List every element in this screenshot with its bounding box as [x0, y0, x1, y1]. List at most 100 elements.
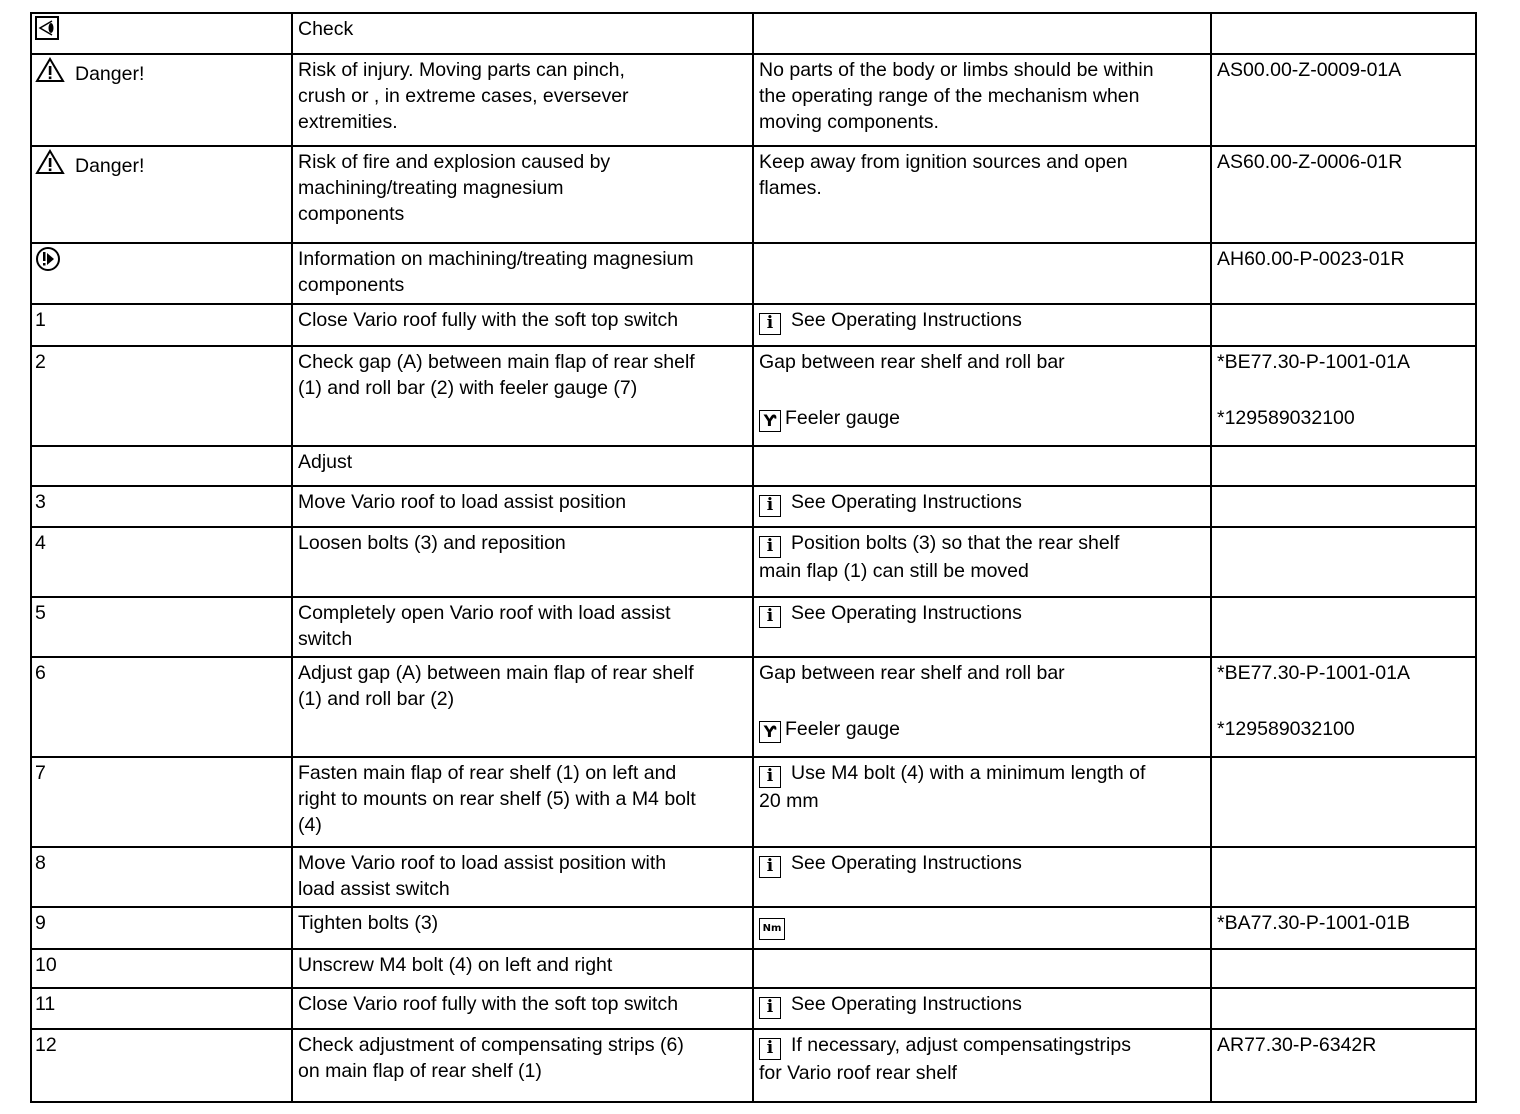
table-row: 1 Close Vario roof fully with the soft to…	[30, 303, 1477, 347]
tool-text: Feeler gauge	[785, 718, 900, 740]
description-text: Move Vario roof to load assist position …	[298, 852, 667, 900]
info-icon: i	[759, 606, 781, 628]
info-icon: i	[759, 997, 781, 1019]
description-text: Adjust	[298, 451, 353, 473]
reference-cell	[1210, 485, 1477, 528]
description-cell: Risk of injury. Moving parts can pinch, …	[291, 53, 754, 147]
note-text: Use M4 bolt (4) with a minimum length of…	[759, 762, 1146, 812]
reference-cell: AS60.00-Z-0006-01R	[1210, 145, 1477, 244]
description-cell: Check gap (A) between main flap of rear …	[291, 345, 754, 447]
procedure-table: Check Danger! Risk of injury. Moving parts…	[30, 12, 1477, 1103]
note-text: Keep away from ignition sources and open…	[759, 151, 1128, 199]
note-text: See Operating Instructions	[791, 602, 1022, 624]
description-cell: Unscrew M4 bolt (4) on left and right	[291, 948, 754, 989]
description-text: Check	[298, 18, 354, 40]
reference-cell	[1210, 596, 1477, 658]
description-cell: Adjust gap (A) between main flap of rear…	[291, 656, 754, 758]
description-cell: Adjust	[291, 445, 754, 487]
note-cell	[752, 242, 1212, 305]
reference-link[interactable]: AH60.00-P-0023-01R	[1217, 248, 1405, 270]
description-cell: Fasten main flap of rear shelf (1) on le…	[291, 756, 754, 848]
step-cell	[30, 242, 293, 305]
step-cell: 3	[30, 485, 293, 528]
note-cell: Nm	[752, 906, 1212, 950]
part-number: *129589032100	[1217, 407, 1355, 429]
info-icon: i	[759, 766, 781, 788]
note-cell: i If necessary, adjust compensatingstrips…	[752, 1028, 1212, 1103]
step-number: 11	[35, 993, 56, 1015]
reference-cell: *BE77.30-P-1001-01A *129589032100	[1210, 656, 1477, 758]
description-cell: Close Vario roof fully with the soft top…	[291, 987, 754, 1030]
description-cell: Check	[291, 12, 754, 55]
description-text: Adjust gap (A) between main flap of rear…	[298, 662, 694, 710]
description-cell: Close Vario roof fully with the soft top…	[291, 303, 754, 347]
description-text: Risk of injury. Moving parts can pinch, …	[298, 59, 629, 133]
step-cell: Danger!	[30, 53, 293, 147]
table-row: Danger! Risk of fire and explosion caused…	[30, 145, 1477, 244]
reference-link[interactable]: AS00.00-Z-0009-01A	[1217, 59, 1402, 81]
table-row: Check	[30, 12, 1477, 55]
step-number: 8	[35, 852, 46, 874]
description-cell: Tighten bolts (3)	[291, 906, 754, 950]
tool-line: Ƴ Feeler gauge	[759, 405, 1205, 432]
description-text: Fasten main flap of rear shelf (1) on le…	[298, 762, 696, 836]
description-cell: Completely open Vario roof with load ass…	[291, 596, 754, 658]
description-cell: Risk of fire and explosion caused by mac…	[291, 145, 754, 244]
reference-link[interactable]: *BE77.30-P-1001-01A	[1217, 351, 1410, 373]
hazard-label: Danger!	[75, 155, 145, 177]
table-row: 2 Check gap (A) between main flap of rear…	[30, 345, 1477, 447]
description-text: Check gap (A) between main flap of rear …	[298, 351, 695, 399]
description-text: Check adjustment of compensating strips …	[298, 1034, 684, 1082]
reference-link[interactable]: AS60.00-Z-0006-01R	[1217, 151, 1403, 173]
description-text: Completely open Vario roof with load ass…	[298, 602, 671, 650]
note-text: See Operating Instructions	[791, 309, 1022, 331]
step-cell	[30, 445, 293, 487]
description-cell: Check adjustment of compensating strips …	[291, 1028, 754, 1103]
note-text: No parts of the body or limbs should be …	[759, 59, 1154, 133]
description-cell: Information on machining/treating magnes…	[291, 242, 754, 305]
info-circle-icon	[35, 246, 61, 279]
step-number: 4	[35, 532, 46, 554]
table-row: 8 Move Vario roof to load assist position…	[30, 846, 1477, 908]
note-cell: i See Operating Instructions	[752, 303, 1212, 347]
reference-cell: *BE77.30-P-1001-01A *129589032100	[1210, 345, 1477, 447]
description-text: Loosen bolts (3) and reposition	[298, 532, 566, 554]
note-cell: i See Operating Instructions	[752, 846, 1212, 908]
note-cell: i See Operating Instructions	[752, 485, 1212, 528]
reference-link[interactable]: AR77.30-P-6342R	[1217, 1034, 1377, 1056]
eye-check-icon	[35, 16, 59, 47]
reference-cell: AS00.00-Z-0009-01A	[1210, 53, 1477, 147]
reference-cell	[1210, 987, 1477, 1030]
note-text: Gap between rear shelf and roll bar	[759, 351, 1065, 373]
tool-text: Feeler gauge	[785, 407, 900, 429]
description-text: Close Vario roof fully with the soft top…	[298, 993, 679, 1015]
table-row: 10 Unscrew M4 bolt (4) on left and right	[30, 948, 1477, 989]
note-cell: No parts of the body or limbs should be …	[752, 53, 1212, 147]
step-cell	[30, 12, 293, 55]
info-icon: i	[759, 495, 781, 517]
reference-link[interactable]: *BE77.30-P-1001-01A	[1217, 662, 1410, 684]
step-number: 5	[35, 602, 46, 624]
info-icon: i	[759, 313, 781, 335]
reference-cell: *BA77.30-P-1001-01B	[1210, 906, 1477, 950]
note-text: See Operating Instructions	[791, 993, 1022, 1015]
description-text: Information on machining/treating magnes…	[298, 248, 694, 296]
step-cell: 6	[30, 656, 293, 758]
description-cell: Move Vario roof to load assist position	[291, 485, 754, 528]
table-row: 5 Completely open Vario roof with load as…	[30, 596, 1477, 658]
step-number: 6	[35, 662, 46, 684]
step-number: 9	[35, 912, 46, 934]
description-text: Risk of fire and explosion caused by mac…	[298, 151, 611, 225]
step-number: 1	[35, 309, 46, 331]
step-cell: 1	[30, 303, 293, 347]
reference-cell	[1210, 526, 1477, 598]
table-row: 12 Check adjustment of compensating strip…	[30, 1028, 1477, 1103]
step-cell: Danger!	[30, 145, 293, 244]
step-cell: 4	[30, 526, 293, 598]
note-cell	[752, 12, 1212, 55]
description-cell: Move Vario roof to load assist position …	[291, 846, 754, 908]
step-number: 10	[35, 954, 57, 976]
reference-cell	[1210, 846, 1477, 908]
reference-link[interactable]: *BA77.30-P-1001-01B	[1217, 912, 1410, 934]
table-row: 9 Tighten bolts (3) Nm *BA77.30-P-1001-01B	[30, 906, 1477, 950]
